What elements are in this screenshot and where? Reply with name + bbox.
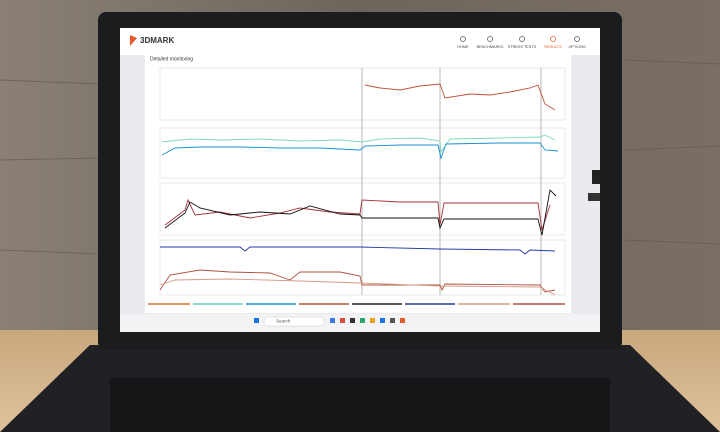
- logo: 3DMARK: [140, 36, 174, 45]
- panel: [145, 55, 571, 313]
- nav-icon[interactable]: [460, 36, 466, 42]
- side-button[interactable]: [588, 193, 600, 201]
- monitor-lines: [159, 83, 559, 296]
- nav-item[interactable]: OPTIONS: [568, 45, 586, 49]
- nav-icon[interactable]: [550, 36, 556, 42]
- logo-mark: [130, 35, 137, 46]
- nav-item[interactable]: HOME: [457, 45, 469, 49]
- nav-item[interactable]: BENCHMARKS: [477, 45, 504, 49]
- taskbar-icons: [330, 318, 405, 323]
- side-toggle[interactable]: [592, 170, 600, 184]
- keyboard: [110, 378, 610, 432]
- app-header: [120, 28, 600, 55]
- nav-icon[interactable]: [574, 36, 580, 42]
- nav-icon[interactable]: [487, 36, 493, 42]
- chart-frames: [159, 67, 566, 296]
- search-box[interactable]: [263, 316, 325, 327]
- nav-item[interactable]: STRESS TESTS: [508, 45, 537, 49]
- nav: HOME BENCHMARKS STRESS TESTS RESULTS OPTIONS: [457, 36, 586, 49]
- search-text: Search: [276, 319, 291, 324]
- wood-grain: [0, 59, 720, 255]
- start-button[interactable]: [254, 318, 259, 323]
- nav-item[interactable]: RESULTS: [544, 45, 562, 49]
- panel-title: Detailed monitoring: [150, 56, 193, 62]
- separators: [361, 68, 542, 295]
- nav-icon[interactable]: [519, 36, 525, 42]
